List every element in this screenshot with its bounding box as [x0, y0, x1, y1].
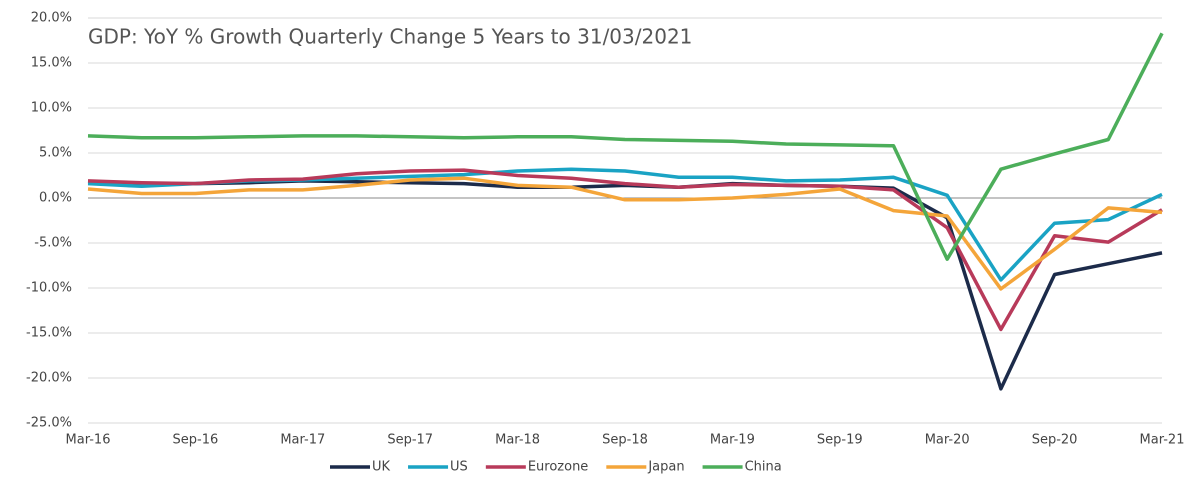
x-tick-label: Sep-17 — [387, 433, 433, 448]
legend-label: US — [450, 460, 468, 475]
x-tick-label: Mar-19 — [710, 433, 755, 448]
x-tick-label: Sep-20 — [1032, 433, 1078, 448]
y-tick-label: -20.0% — [26, 371, 72, 386]
x-tick-label: Mar-21 — [1140, 433, 1185, 448]
grid — [88, 17, 1162, 424]
series-line — [87, 179, 1163, 391]
x-tick-label: Mar-16 — [66, 433, 111, 448]
y-tick-label: 10.0% — [31, 101, 72, 116]
y-tick-label: 15.0% — [31, 56, 72, 71]
x-tick-label: Mar-20 — [925, 433, 970, 448]
x-tick-label: Sep-18 — [602, 433, 648, 448]
series-line — [87, 176, 1163, 291]
y-tick-label: 20.0% — [31, 11, 72, 26]
legend-label: Eurozone — [528, 460, 588, 475]
x-tick-label: Mar-17 — [280, 433, 325, 448]
legend-item: UK — [330, 460, 391, 475]
y-tick-label: 0.0% — [39, 191, 72, 206]
legend-item: China — [702, 460, 782, 475]
series-line — [87, 168, 1163, 332]
legend-label: China — [745, 460, 782, 475]
x-tick-label: Sep-19 — [817, 433, 863, 448]
chart-title: GDP: YoY % Growth Quarterly Change 5 Yea… — [88, 25, 692, 49]
y-tick-label: -25.0% — [26, 416, 72, 431]
x-tick-label: Mar-18 — [495, 433, 540, 448]
y-tick-label: 5.0% — [39, 146, 72, 161]
y-tick-label: -10.0% — [26, 281, 72, 296]
series-line — [87, 32, 1164, 261]
x-tick-label: Sep-16 — [173, 433, 219, 448]
legend-label: UK — [372, 460, 391, 475]
y-tick-label: -5.0% — [34, 236, 72, 251]
legend-item: Eurozone — [485, 460, 588, 475]
legend-label: Japan — [647, 460, 684, 475]
legend-item: US — [408, 460, 468, 475]
y-tick-label: -15.0% — [26, 326, 72, 341]
legend-item: Japan — [606, 460, 685, 475]
